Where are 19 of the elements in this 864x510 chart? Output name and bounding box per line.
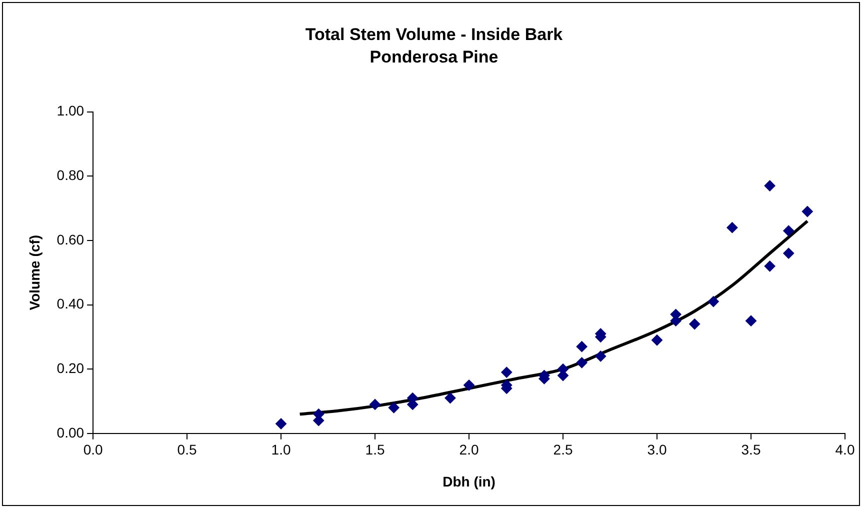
y-tick-label: 0.00 — [56, 424, 84, 440]
x-tick-label: 0.5 — [177, 442, 197, 458]
x-tick-label: 2.5 — [553, 442, 573, 458]
y-tick-label: 0.80 — [56, 166, 84, 183]
chart-subtitle: Ponderosa Pine — [370, 47, 498, 66]
x-tick-label: 2.0 — [459, 442, 479, 458]
x-tick-label: 3.0 — [647, 442, 667, 458]
y-tick-label: 0.60 — [56, 231, 84, 248]
y-tick-label: 0.20 — [56, 360, 84, 376]
chart-title: Total Stem Volume - Inside Bark — [305, 24, 564, 44]
x-tick-label: 3.5 — [741, 442, 761, 458]
x-tick-label: 4.0 — [835, 442, 855, 458]
y-axis-title: Volume (cf) — [26, 235, 42, 310]
x-axis-title: Dbh (in) — [442, 473, 496, 490]
x-tick-label: 1.0 — [271, 442, 291, 458]
y-tick-label: 0.40 — [56, 296, 84, 312]
x-tick-label: 0.0 — [83, 442, 103, 458]
y-tick-label: 1.00 — [56, 102, 84, 119]
x-tick-label: 1.5 — [365, 442, 385, 458]
